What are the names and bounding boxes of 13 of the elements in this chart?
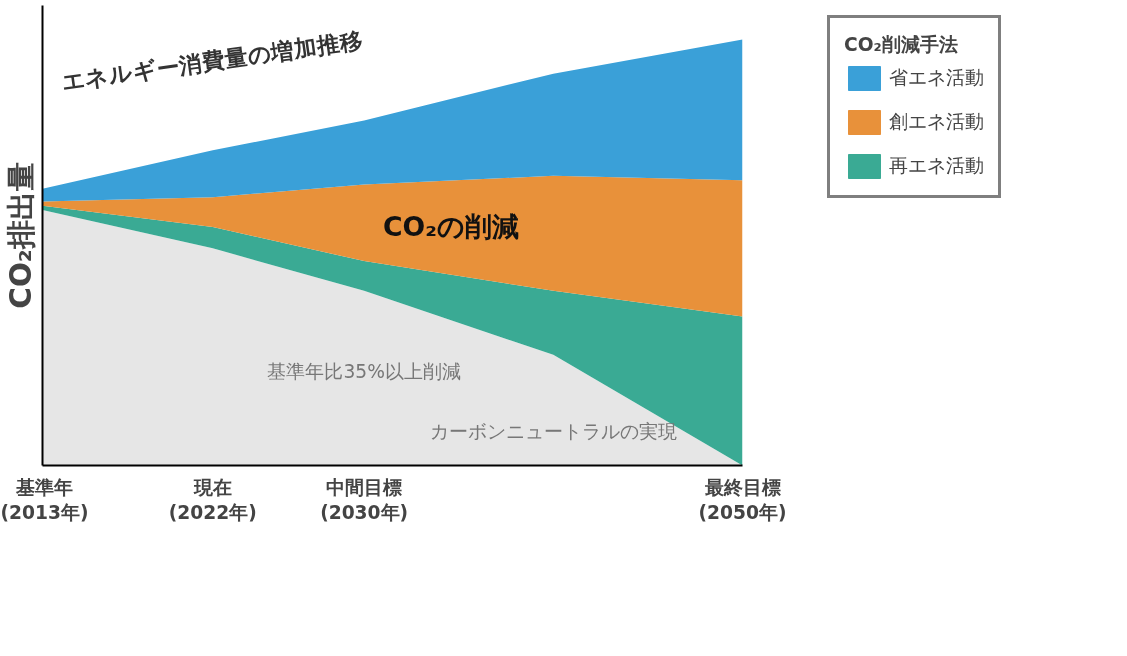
legend-label: 創エネ活動 xyxy=(889,110,984,134)
x-tick-label: 基準年 (2013年) xyxy=(0,476,89,523)
x-tick-label: 最終目標 (2050年) xyxy=(698,476,787,523)
annotation: カーボンニュートラルの実現 xyxy=(429,420,677,442)
annotation: CO₂の削減 xyxy=(383,211,519,243)
legend-title: CO₂削減手法 xyxy=(844,33,959,57)
legend-label: 省エネ活動 xyxy=(889,66,984,90)
x-tick-label: 現在 (2022年) xyxy=(168,476,257,523)
annotation: 基準年比35%以上削減 xyxy=(267,361,461,383)
annotation: エネルギー消費量の増加推移 xyxy=(59,26,365,96)
legend-label: 再エネ活動 xyxy=(889,154,984,178)
y-axis-title: CO₂排出量 xyxy=(3,162,38,309)
x-tick-label: 中間目標 (2030年) xyxy=(320,476,409,523)
